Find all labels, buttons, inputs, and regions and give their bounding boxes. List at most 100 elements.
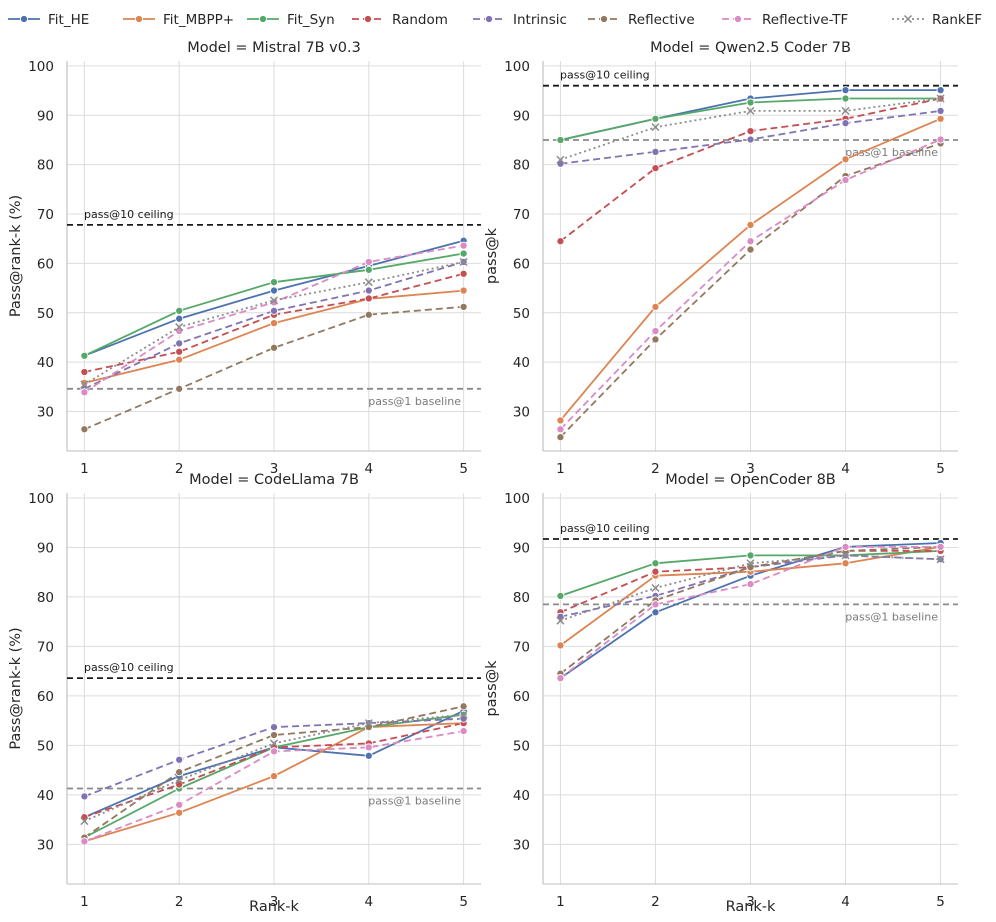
series-line-rankef xyxy=(560,554,941,622)
y-tick-label: 90 xyxy=(37,108,54,124)
y-tick-label: 60 xyxy=(513,689,530,705)
data-point-random xyxy=(651,164,660,173)
data-point-fit-mbpp xyxy=(746,220,755,229)
legend-entry-random: Random xyxy=(352,12,448,28)
data-point-fit-syn xyxy=(175,306,184,315)
data-point-fit-syn xyxy=(80,351,89,360)
data-point-reflective-tf xyxy=(175,326,184,336)
data-point-fit-syn xyxy=(651,559,660,568)
data-point-fit-mbpp xyxy=(841,155,850,164)
x-ticks: 1 2 3 4 5 xyxy=(556,461,945,477)
x-ticks: 1 2 3 4 5 xyxy=(556,894,945,910)
legend-label-fit-he: Fit_HE xyxy=(48,12,89,28)
y-axis-label: pass@k xyxy=(484,227,500,284)
data-point-fit-he xyxy=(651,608,660,617)
data-point-fit-syn xyxy=(746,551,755,560)
y-tick-label: 80 xyxy=(37,158,54,174)
y-tick-label: 40 xyxy=(37,355,54,371)
x-tick-label: 4 xyxy=(365,461,374,477)
data-point-rankef xyxy=(556,616,565,625)
data-point-fit-mbpp xyxy=(556,416,565,425)
legend-marker-fit-syn xyxy=(258,14,268,24)
legend-marker-rankef xyxy=(903,14,913,24)
legend-marker-reflective-tf xyxy=(733,14,743,24)
data-point-reflective-tf xyxy=(651,326,660,336)
legend-marker-reflective xyxy=(599,14,609,24)
ceiling-label: pass@10 ceiling xyxy=(84,208,174,221)
gridlines xyxy=(543,61,958,451)
data-point-fit-syn xyxy=(556,591,565,600)
data-point-intrinsic xyxy=(459,714,468,723)
data-point-rankef xyxy=(651,583,660,593)
data-point-intrinsic xyxy=(269,306,279,315)
legend-marker-intrinsic xyxy=(484,14,494,24)
data-point-reflective xyxy=(746,245,755,254)
y-tick-label: 30 xyxy=(37,405,54,421)
data-point-random xyxy=(80,813,89,822)
panel-model-opencoder-8b: Model = OpenCoder 8B 30 40 50 60 70 80 90 100 1 2 3… xyxy=(484,472,958,915)
x-tick-label: 1 xyxy=(556,894,565,910)
legend-entry-intrinsic: Intrinsic xyxy=(473,12,567,28)
y-ticks: 30 40 50 60 70 80 90 100 xyxy=(28,59,54,421)
y-axis-label: Pass@rank-k (%) xyxy=(8,195,24,317)
y-axis-label: Pass@rank-k (%) xyxy=(8,627,24,749)
data-point-rankef xyxy=(175,323,184,332)
data-point-reflective-tf xyxy=(269,747,279,756)
data-point-fit-he xyxy=(364,751,373,760)
data-point-intrinsic xyxy=(556,159,565,168)
ceiling-label: pass@10 ceiling xyxy=(560,69,650,82)
data-point-intrinsic xyxy=(269,723,279,732)
y-ticks: 30 40 50 60 70 80 90 100 xyxy=(504,59,530,421)
legend-entry-fit-he: Fit_HE xyxy=(8,12,89,28)
series-intrinsic xyxy=(556,106,945,168)
series-rankef xyxy=(80,710,468,826)
y-tick-label: 90 xyxy=(513,108,530,124)
legend: Fit_HE Fit_MBPP+ Fit_Syn Random Intrinsic Ref… xyxy=(8,12,982,28)
x-tick-label: 5 xyxy=(936,461,945,477)
gridlines xyxy=(543,493,958,884)
data-point-random xyxy=(651,567,660,576)
data-point-rankef xyxy=(841,551,850,560)
chart-panels: Model = Mistral 7B v0.3 30 40 50 60 70 80 90 100… xyxy=(8,40,958,915)
series-line-reflective-tf xyxy=(559,546,941,679)
legend-entry-fit-mbpp: Fit_MBPP+ xyxy=(123,12,234,28)
data-point-rankef xyxy=(364,719,373,728)
panel-title: Model = Qwen2.5 Coder 7B xyxy=(650,40,851,56)
data-point-fit-syn xyxy=(556,135,565,145)
gridlines xyxy=(67,61,481,451)
y-tick-label: 50 xyxy=(513,306,530,322)
data-point-reflective xyxy=(364,310,373,319)
data-point-intrinsic xyxy=(841,119,850,128)
data-point-rankef xyxy=(459,257,468,266)
series-line-reflective xyxy=(84,305,464,431)
data-point-rankef xyxy=(556,155,565,164)
data-point-reflective-tf xyxy=(175,800,184,809)
data-point-rankef xyxy=(269,739,279,748)
data-point-intrinsic xyxy=(651,147,660,156)
data-point-rankef xyxy=(841,106,850,115)
data-point-reflective-tf xyxy=(459,727,468,736)
baseline-label: pass@1 baseline xyxy=(845,610,938,623)
data-point-rankef xyxy=(746,559,755,568)
x-axis-label: Rank-k xyxy=(249,899,299,915)
panel-title: Model = OpenCoder 8B xyxy=(665,472,836,488)
data-point-rankef xyxy=(175,776,184,785)
y-tick-label: 70 xyxy=(513,639,530,655)
data-point-reflective xyxy=(269,343,279,352)
series-rankef xyxy=(80,257,468,389)
legend-label-intrinsic: Intrinsic xyxy=(513,12,567,28)
y-tick-label: 50 xyxy=(513,738,530,754)
data-point-reflective-tf xyxy=(556,425,565,434)
data-point-fit-he xyxy=(841,86,850,95)
data-point-reflective xyxy=(175,384,184,393)
data-point-fit-syn xyxy=(841,94,850,103)
data-point-fit-syn xyxy=(459,249,468,258)
data-point-fit-mbpp xyxy=(175,355,184,364)
data-point-rankef xyxy=(80,817,89,826)
y-axis-label: pass@k xyxy=(484,660,500,717)
x-ticks: 1 2 3 4 5 xyxy=(80,461,468,477)
y-tick-label: 50 xyxy=(37,738,54,754)
legend-label-reflective-tf: Reflective-TF xyxy=(762,12,848,28)
data-point-reflective-tf xyxy=(80,388,89,397)
